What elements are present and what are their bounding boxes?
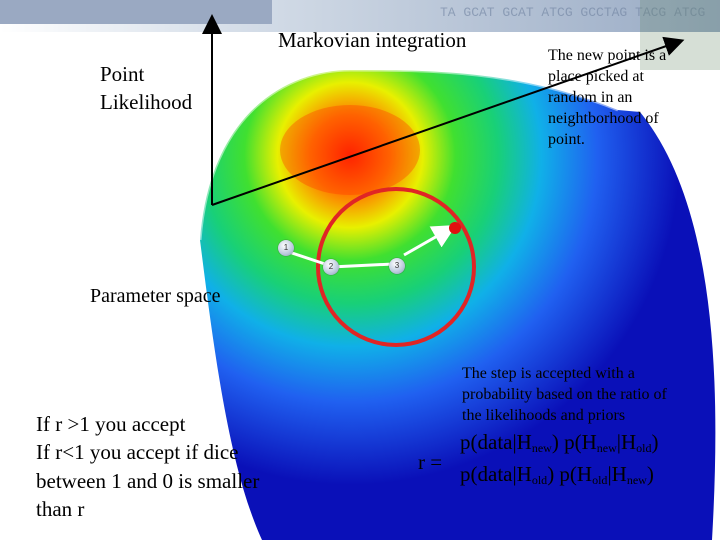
ratio-denominator: p(data|Hold) p(Hold|Hnew): [460, 462, 654, 488]
likelihood-surface: [200, 70, 716, 540]
step-note-line: probability based on the ratio of: [462, 386, 667, 403]
ratio-numerator-subscript: new: [531, 441, 552, 455]
ratio-numerator-text: ) p(H: [551, 430, 597, 454]
step-marker-1: 1: [278, 240, 294, 256]
walk-segment-1-2: [285, 249, 329, 267]
ratio-denominator-text: ): [646, 462, 654, 486]
proposal-note-line: place picked at: [548, 68, 644, 85]
proposal-arrow: [403, 225, 457, 257]
proposal-note-line: neightborhood of: [548, 110, 659, 127]
proposal-point: [449, 222, 461, 234]
ratio-denominator-text: |H: [607, 462, 627, 486]
slide-title: Markovian integration: [278, 28, 467, 52]
ratio-lhs: r =: [418, 450, 443, 474]
step-marker-2: 2: [323, 259, 339, 275]
ratio-denominator-subscript: old: [531, 473, 548, 487]
surface-highlight: [198, 68, 619, 241]
header-bar: [0, 0, 272, 24]
pointer-arrow: [211, 36, 685, 206]
x-axis-label: Parameter space: [90, 285, 221, 307]
proposal-note: The new point is a place picked at rando…: [548, 45, 666, 150]
proposal-note-line: point.: [548, 131, 585, 148]
step-note: The step is accepted with a probability …: [462, 363, 667, 426]
ratio-numerator: p(data|Hnew) p(Hnew|Hold): [460, 430, 658, 456]
surface-peak: [280, 105, 420, 195]
ratio-numerator-text: ): [651, 430, 659, 454]
acceptance-rule-line: If r >1 you accept: [36, 412, 186, 436]
acceptance-rule-line: between 1 and 0 is smaller: [36, 469, 260, 493]
ratio-denominator-text: ) p(H: [547, 462, 593, 486]
proposal-note-line: The new point is a: [548, 47, 667, 64]
y-axis-label-line-1: Point: [100, 62, 145, 86]
ratio-denominator-text: p(data|H: [460, 462, 532, 486]
ratio-numerator-subscript: new: [596, 441, 617, 455]
ratio-denominator-subscript: old: [592, 473, 608, 487]
y-axis-label-line-2: Likelihood: [100, 90, 193, 114]
acceptance-rule-line: than r: [36, 497, 85, 521]
header-strip-text: TA GCAT GCAT ATCG GCCTAG TACG ATCG: [440, 5, 705, 20]
step-marker-3: 3: [389, 258, 405, 274]
acceptance-rule-line: If r<1 you accept if dice: [36, 440, 239, 464]
walk-segment-2-3: [330, 262, 394, 269]
proposal-note-line: random in an: [548, 89, 633, 106]
ratio-denominator-subscript: new: [626, 473, 647, 487]
step-note-line: The step is accepted with a: [462, 365, 635, 382]
step-note-line: the likelihoods and priors: [462, 407, 626, 424]
header-photo: [640, 0, 720, 70]
neighborhood-circle: [316, 187, 476, 347]
ratio-numerator-subscript: old: [636, 441, 652, 455]
ratio-numerator-text: |H: [616, 430, 637, 454]
ratio-numerator-text: p(data|H: [460, 430, 532, 454]
